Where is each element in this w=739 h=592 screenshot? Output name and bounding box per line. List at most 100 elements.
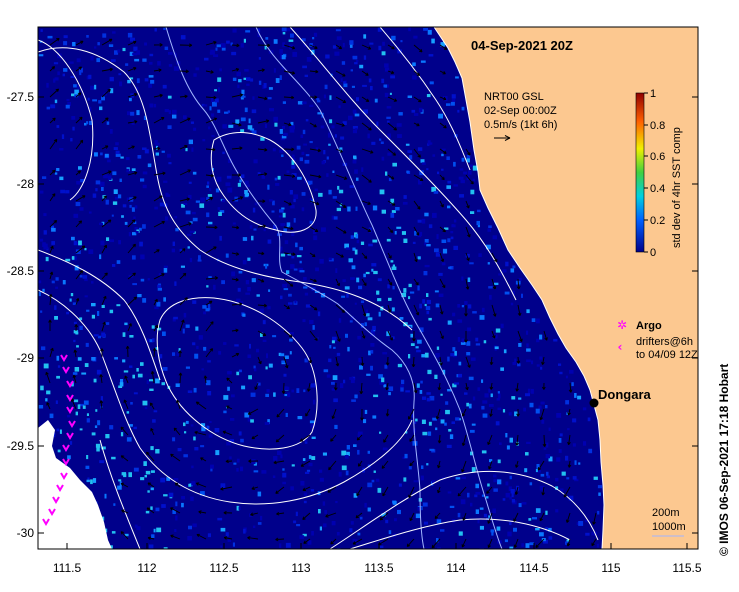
sst-pixel	[202, 139, 206, 142]
sst-pixel	[240, 43, 244, 48]
sst-pixel	[137, 155, 142, 159]
sst-pixel	[482, 400, 488, 404]
sst-pixel	[279, 543, 282, 548]
sst-pixel	[477, 519, 480, 524]
sst-pixel	[457, 304, 461, 308]
sst-pixel	[401, 231, 406, 235]
sst-pixel	[413, 421, 417, 424]
sst-pixel	[421, 354, 426, 358]
sst-pixel	[149, 544, 154, 549]
current-vector	[220, 486, 233, 491]
current-vector	[231, 173, 242, 177]
sst-pixel	[463, 171, 468, 175]
sst-pixel	[221, 199, 226, 203]
current-vector	[335, 252, 344, 258]
sst-pixel	[326, 374, 331, 378]
sst-pixel	[457, 319, 463, 323]
sst-pixel	[236, 458, 240, 463]
current-vector	[283, 304, 290, 310]
sst-pixel	[384, 84, 388, 88]
sst-pixel	[545, 405, 548, 409]
sst-pixel	[548, 456, 553, 462]
current-vector	[127, 296, 138, 306]
current-vector	[75, 116, 83, 124]
sst-pixel	[257, 172, 261, 176]
sst-pixel	[257, 28, 261, 33]
sst-pixel	[111, 214, 114, 217]
sst-pixel	[320, 125, 325, 129]
sst-pixel	[461, 305, 464, 308]
sst-pixel	[331, 215, 335, 220]
sst-pixel	[329, 345, 332, 349]
current-vector	[149, 402, 155, 410]
drifter-position	[66, 432, 74, 440]
sst-pixel	[441, 153, 444, 157]
sst-pixel	[275, 78, 280, 83]
sst-pixel	[370, 365, 373, 371]
sst-pixel	[213, 284, 216, 290]
sst-pixel	[251, 278, 256, 283]
sst-pixel	[291, 255, 295, 259]
sst-pixel	[77, 404, 81, 409]
sst-pixel	[349, 320, 353, 323]
sst-pixel	[42, 176, 47, 179]
current-vector	[305, 408, 311, 417]
sst-pixel	[308, 455, 312, 459]
sst-pixel	[446, 185, 451, 189]
sst-pixel	[57, 365, 61, 368]
sst-pixel	[284, 394, 289, 397]
current-vector	[361, 148, 374, 154]
sst-pixel	[435, 427, 438, 431]
sst-pixel	[379, 189, 385, 195]
sst-pixel	[152, 419, 156, 423]
sst-pixel	[264, 123, 267, 128]
sst-pixel	[240, 129, 245, 133]
current-vector	[127, 323, 132, 332]
current-vector	[387, 200, 396, 206]
sst-pixel	[191, 465, 194, 469]
sst-pixel	[312, 37, 315, 40]
sst-pixel	[248, 118, 251, 124]
sst-pixel	[299, 157, 303, 162]
sst-pixel	[567, 428, 570, 431]
sst-pixel	[183, 454, 188, 458]
sst-pixel	[209, 421, 212, 423]
sst-pixel	[489, 459, 493, 463]
colorbar-ramp	[635, 92, 645, 253]
sst-pixel	[352, 109, 357, 113]
current-vector	[517, 330, 523, 343]
current-vector	[567, 434, 571, 446]
sst-pixel	[116, 260, 121, 264]
sst-pixel	[315, 267, 319, 272]
sst-pixel	[226, 175, 232, 179]
sst-pixel	[86, 121, 89, 125]
sst-pixel	[87, 97, 90, 101]
current-vector	[205, 321, 214, 332]
sst-pixel	[267, 419, 270, 424]
sst-pixel	[307, 540, 312, 545]
sst-pixel	[464, 392, 468, 395]
sst-pixel	[536, 338, 540, 343]
sst-pixel	[555, 509, 559, 513]
colorbar-tick-label: 0.8	[650, 120, 665, 132]
sst-pixel	[354, 302, 357, 305]
sst-pixel	[97, 311, 100, 316]
sst-pixel	[209, 106, 212, 111]
sst-pixel	[597, 510, 600, 515]
sst-pixel	[86, 309, 90, 312]
sst-pixel	[526, 348, 531, 352]
sst-pixel	[559, 488, 564, 493]
current-vector	[46, 402, 51, 410]
sst-pixel	[290, 124, 295, 130]
current-vector	[75, 40, 84, 46]
current-vector	[153, 298, 158, 306]
current-vector	[257, 356, 262, 365]
current-vector	[385, 408, 390, 417]
sst-pixel	[175, 383, 180, 387]
sst-pixel	[206, 285, 209, 288]
sst-pixel	[449, 505, 455, 508]
sst-pixel	[334, 134, 337, 138]
sst-pixel	[217, 87, 220, 93]
sst-pixel	[173, 316, 178, 320]
sst-pixel	[323, 94, 326, 99]
